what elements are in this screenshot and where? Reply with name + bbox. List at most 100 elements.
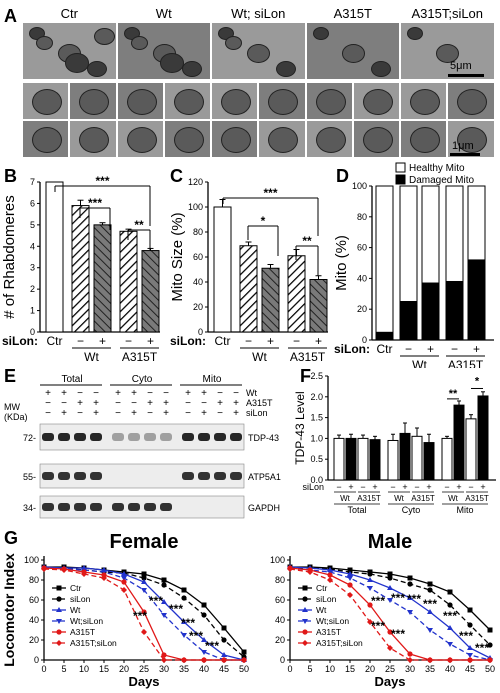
mitochondrion-shape xyxy=(221,89,251,115)
data-point xyxy=(427,609,433,614)
legend-label: Wt xyxy=(70,605,81,615)
significance-marker: *** xyxy=(475,641,489,655)
y-tick-label: 60 xyxy=(29,595,39,605)
em-zoom-image xyxy=(400,120,448,158)
legend-label: Healthy Mito xyxy=(409,163,465,174)
em-zoom-image xyxy=(305,120,353,158)
condition-sign: + xyxy=(131,388,137,399)
protein-band xyxy=(90,503,102,511)
legend-label: Wt;siLon xyxy=(70,616,103,626)
y-tick-label: 4 xyxy=(30,241,35,251)
x-tick-label: − xyxy=(125,334,132,348)
condition-sign: − xyxy=(61,398,67,409)
protein-band xyxy=(42,472,54,480)
data-point xyxy=(387,645,393,651)
data-point xyxy=(181,619,187,624)
group-label: Wt xyxy=(84,350,99,364)
fraction-label: Cyto xyxy=(132,374,153,385)
mitochondrion-shape xyxy=(362,127,393,153)
mitochondrion-shape xyxy=(79,127,110,153)
em-overview-image xyxy=(22,22,117,80)
data-point xyxy=(427,587,433,593)
data-point xyxy=(181,587,187,593)
x-tick-label: 50 xyxy=(485,664,495,674)
data-point xyxy=(407,575,413,581)
data-point xyxy=(161,577,167,583)
data-point xyxy=(201,650,207,655)
bar xyxy=(465,418,477,481)
y-tick-label: 20 xyxy=(275,635,285,645)
protein-band xyxy=(214,472,226,480)
x-tick-label: Ctr xyxy=(47,334,63,348)
legend-swatch-healthy xyxy=(395,162,406,173)
bar-damaged xyxy=(445,280,464,341)
data-point xyxy=(302,596,308,602)
y-axis-label: Locomotor Index xyxy=(1,553,17,667)
protein-band xyxy=(58,503,70,511)
x-tick-label: + xyxy=(267,334,274,348)
mitochondrion-shape xyxy=(159,53,184,73)
y-tick-label: 0 xyxy=(362,335,367,345)
em-column-label: Wt xyxy=(155,6,172,21)
mitochondrion-shape xyxy=(410,89,440,115)
data-point xyxy=(447,657,453,663)
group-label: Wt xyxy=(252,350,267,364)
x-tick-label: − xyxy=(293,334,300,348)
em-zoom-image xyxy=(352,82,400,120)
y-tick-label: 0 xyxy=(30,327,35,337)
em-zoom-image xyxy=(163,82,211,120)
protein-band xyxy=(128,433,140,441)
em-zoom-image xyxy=(22,120,70,158)
y-tick-label: 1.0 xyxy=(310,433,323,443)
y-tick-label: 0 xyxy=(34,655,39,665)
significance-marker: *** xyxy=(189,629,203,643)
condition-sign: + xyxy=(77,398,83,409)
data-point xyxy=(447,642,453,647)
protein-band xyxy=(74,472,86,480)
mitochondrion-shape xyxy=(312,27,329,41)
legend-label: siLon xyxy=(316,594,337,604)
significance-marker: ** xyxy=(302,234,312,248)
bar xyxy=(261,267,280,333)
mitochondrion-shape xyxy=(410,127,440,153)
significance-marker: ** xyxy=(134,218,144,232)
protein-band xyxy=(42,433,54,441)
mw-label: (KDa) xyxy=(4,412,28,422)
mitochondrion-shape xyxy=(79,89,110,115)
x-tick-label: 30 xyxy=(159,664,169,674)
x-tick-label: 45 xyxy=(219,664,229,674)
significance-marker: *** xyxy=(371,594,385,608)
protein-band xyxy=(230,472,242,480)
bar xyxy=(441,437,453,481)
bar-damaged xyxy=(375,331,394,341)
x-tick-label: + xyxy=(456,482,461,492)
mitochondrion-shape xyxy=(315,127,346,153)
data-point xyxy=(287,566,293,572)
x-tick-label: − xyxy=(405,342,412,356)
panel-a-label: A xyxy=(4,6,17,26)
x-tick-label: + xyxy=(315,334,322,348)
mitochondrion-shape xyxy=(457,89,488,115)
data-point xyxy=(347,592,353,598)
bar xyxy=(369,439,381,481)
x-tick-label: 40 xyxy=(199,664,209,674)
condition-sign: + xyxy=(115,388,121,399)
condition-sign: + xyxy=(201,408,207,419)
data-point xyxy=(407,595,413,600)
data-point xyxy=(447,602,453,608)
y-tick-label: 3 xyxy=(30,263,35,273)
x-tick-label: 20 xyxy=(119,664,129,674)
x-tick-label: Ctr xyxy=(215,334,231,348)
x-tick-label: − xyxy=(444,482,449,492)
x-tick-label: − xyxy=(336,482,341,492)
data-point xyxy=(221,657,227,663)
significance-marker: *** xyxy=(169,602,183,616)
protein-band xyxy=(198,472,210,480)
mitochondrion-shape xyxy=(173,127,204,153)
y-tick-label: 40 xyxy=(193,277,203,287)
data-point xyxy=(367,602,373,608)
x-tick-label: + xyxy=(372,482,377,492)
bar xyxy=(93,224,112,333)
legend-label: Wt xyxy=(316,605,327,615)
data-point xyxy=(367,586,373,591)
